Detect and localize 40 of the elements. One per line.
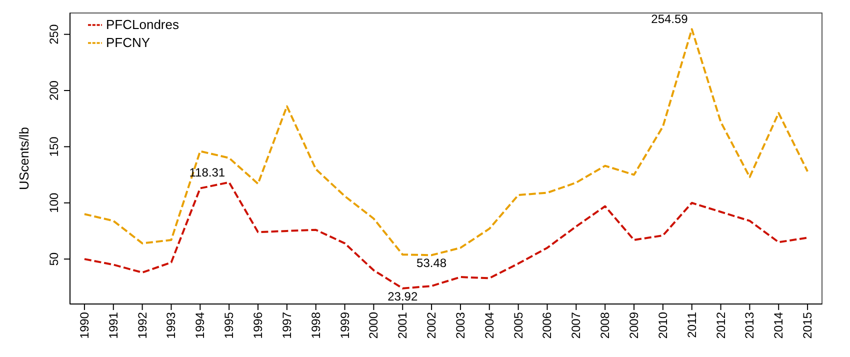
data-label: 118.31 [189, 165, 226, 180]
data-label: 23.92 [388, 289, 418, 304]
x-tick-label: 2012 [714, 312, 728, 339]
x-tick-label: 2015 [800, 312, 815, 339]
x-tick-label: 2002 [424, 312, 439, 339]
x-tick-label: 2007 [569, 312, 584, 339]
x-tick-label: 1992 [135, 312, 150, 339]
y-tick-label: 50 [47, 252, 61, 266]
y-axis-title: UScents/lb [16, 127, 32, 190]
x-tick-label: 1997 [280, 312, 294, 339]
x-tick-label: 2008 [598, 312, 612, 339]
legend-label: PFCLondres [106, 17, 179, 32]
data-label: 53.48 [416, 256, 447, 270]
x-tick-label: 1993 [164, 312, 178, 339]
x-tick-label: 2000 [366, 312, 381, 339]
x-tick-label: 2003 [453, 312, 468, 339]
line-series [83, 28, 809, 256]
x-tick-label: 1995 [222, 312, 236, 339]
data-label: 254.59 [651, 12, 688, 26]
x-tick-label: 2013 [742, 312, 757, 339]
x-tick-label: 2006 [540, 312, 554, 339]
y-tick-label: 250 [47, 24, 61, 44]
x-tick-label: 2010 [656, 312, 670, 339]
line-series [83, 181, 809, 290]
y-tick-label: 200 [47, 80, 61, 101]
x-tick-label: 2005 [511, 312, 526, 339]
x-tick-label: 1996 [251, 312, 265, 339]
x-tick-label: 2009 [627, 312, 641, 339]
x-tick-label: 1998 [308, 312, 323, 339]
x-tick-label: 2001 [396, 312, 410, 339]
y-tick-label: 150 [47, 136, 61, 157]
legend-label: PFCNY [106, 35, 150, 50]
y-tick-label: 100 [47, 192, 61, 213]
x-tick-label: 2004 [482, 312, 496, 339]
x-tick-label: 2014 [772, 312, 786, 339]
x-tick-label: 1994 [193, 312, 208, 339]
x-tick-label: 1999 [338, 312, 352, 339]
x-tick-label: 2011 [684, 312, 699, 338]
x-tick-label: 1991 [106, 312, 120, 339]
x-tick-label: 1990 [77, 312, 92, 339]
